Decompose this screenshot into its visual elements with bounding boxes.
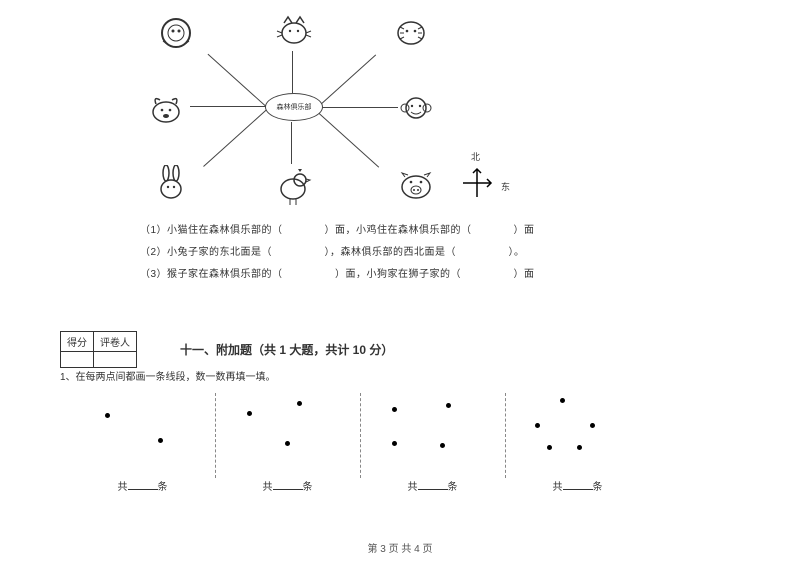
dot xyxy=(560,398,565,403)
center-label: 森林俱乐部 xyxy=(277,102,312,112)
connector-line xyxy=(315,110,379,168)
count-label: 共条 xyxy=(505,478,650,493)
question-2: （2）小兔子家的东北面是（ ），森林俱乐部的西北面是（ ）。 xyxy=(140,242,705,264)
dot xyxy=(547,445,552,450)
dot xyxy=(446,403,451,408)
dot xyxy=(535,423,540,428)
page-footer: 第 3 页 共 4 页 xyxy=(0,540,800,555)
blank-line xyxy=(128,480,158,490)
section-title: 十一、附加题（共 1 大题，共计 10 分） xyxy=(180,286,705,358)
connector-line xyxy=(291,122,292,164)
connector-line xyxy=(292,51,293,93)
connector-line xyxy=(316,54,376,108)
tiger-icon xyxy=(390,13,432,55)
compass-icon xyxy=(459,165,495,201)
page-content: 森林俱乐部 北 东 （1）小猫住在森林俱乐部的（ ）面，小鸡住在森林俱乐部的（ … xyxy=(0,0,800,503)
dot xyxy=(440,443,445,448)
grader-header: 评卷人 xyxy=(94,332,137,352)
rabbit-icon xyxy=(150,165,192,207)
count-label: 共条 xyxy=(70,478,215,493)
dot xyxy=(285,441,290,446)
dot xyxy=(247,411,252,416)
question-1: （1）小猫住在森林俱乐部的（ ）面，小鸡住在森林俱乐部的（ ）面 xyxy=(140,220,705,242)
blank-line xyxy=(563,480,593,490)
group-divider xyxy=(360,393,361,478)
connector-line xyxy=(203,109,267,167)
center-oval: 森林俱乐部 xyxy=(265,93,323,121)
count-label: 共条 xyxy=(360,478,505,493)
group-divider xyxy=(215,393,216,478)
grader-cell xyxy=(94,352,137,368)
dot xyxy=(577,445,582,450)
cat-icon xyxy=(272,13,314,55)
count-label: 共条 xyxy=(215,478,360,493)
dot-group xyxy=(215,393,360,473)
dot xyxy=(158,438,163,443)
connector-line xyxy=(322,107,398,108)
dot-group xyxy=(70,393,215,473)
monkey-icon xyxy=(395,90,437,132)
dot xyxy=(297,401,302,406)
score-table: 得分 评卷人 xyxy=(60,331,137,368)
score-header: 得分 xyxy=(61,332,94,352)
compass-east-label: 东 xyxy=(501,180,510,193)
dot-group xyxy=(505,393,650,473)
dots-exercise-row xyxy=(70,393,705,473)
dots-label-row: 共条共条共条共条 xyxy=(70,478,705,493)
dog-icon xyxy=(145,90,187,132)
dot xyxy=(590,423,595,428)
lion-icon xyxy=(155,13,197,55)
group-divider xyxy=(505,393,506,478)
compass-north-label: 北 xyxy=(471,150,480,163)
forest-club-diagram: 森林俱乐部 北 东 xyxy=(140,10,460,210)
sub-question-text: 1、在每两点间都画一条线段，数一数再填一填。 xyxy=(60,368,705,383)
blank-line xyxy=(418,480,448,490)
fill-in-questions: （1）小猫住在森林俱乐部的（ ）面，小鸡住在森林俱乐部的（ ）面 （2）小兔子家… xyxy=(140,220,705,286)
question-3: （3）猴子家在森林俱乐部的（ ）面，小狗家在狮子家的（ ）面 xyxy=(140,264,705,286)
connector-line xyxy=(190,106,266,107)
score-cell xyxy=(61,352,94,368)
dot xyxy=(392,441,397,446)
pig-icon xyxy=(395,165,437,207)
blank-line xyxy=(273,480,303,490)
dot xyxy=(105,413,110,418)
dot xyxy=(392,407,397,412)
chicken-icon xyxy=(272,165,314,207)
connector-line xyxy=(208,54,268,108)
dot-group xyxy=(360,393,505,473)
